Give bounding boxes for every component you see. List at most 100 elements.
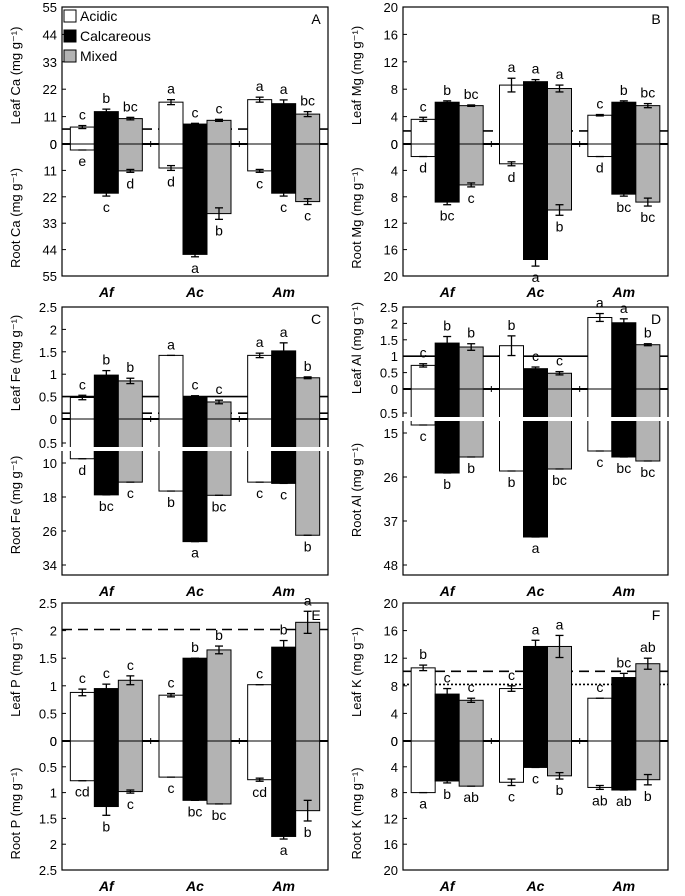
y-axis-label-leaf: Leaf P (mg g⁻¹) [8, 627, 23, 717]
bar-root [206, 143, 232, 215]
significance-letter: c [420, 98, 427, 114]
tick-label: 0 [391, 382, 398, 397]
y-axis-label-root: Root P (mg g⁻¹) [8, 768, 23, 860]
legend-swatch [63, 49, 77, 63]
significance-letter: c [468, 190, 475, 206]
significance-letter: c [192, 104, 199, 120]
bar-leaf [587, 114, 613, 145]
tick-label: 8 [391, 82, 398, 97]
chart-panel-b [402, 6, 669, 277]
significance-letter: bc [212, 498, 227, 514]
significance-letter: bc [188, 803, 203, 819]
significance-letter: b [215, 627, 223, 643]
tick-label: 1 [50, 679, 57, 694]
significance-letter: c [103, 199, 110, 215]
significance-letter: cd [252, 784, 267, 800]
significance-letter: c [192, 377, 199, 393]
tick-label: 8 [391, 190, 398, 205]
significance-letter: c [103, 665, 110, 681]
tick-label: 0 [391, 137, 398, 152]
tick-label: 2.5 [39, 300, 57, 315]
bar-root [206, 740, 232, 805]
category-label: Ac [185, 284, 204, 300]
panel-letter: F [652, 607, 661, 623]
bar-leaf [182, 123, 208, 145]
bar-root [547, 143, 572, 211]
significance-letter: bc [616, 654, 631, 670]
tick-label: 48 [384, 558, 398, 573]
significance-letter: a [167, 81, 175, 97]
category-label: Af [439, 878, 456, 894]
tick-label: 0.5 [39, 390, 57, 405]
tick-label: 55 [43, 269, 57, 284]
tick-label: 11 [44, 110, 58, 125]
y-axis-label-leaf: Leaf K (mg g⁻¹) [349, 627, 364, 717]
significance-letter: b [304, 538, 312, 554]
bar-root [295, 418, 321, 536]
category-label: Ac [185, 878, 204, 894]
significance-letter: a [532, 61, 540, 77]
bar-leaf [410, 667, 436, 742]
significance-letter: b [304, 824, 312, 840]
bar-leaf [523, 81, 548, 145]
bar-leaf [635, 344, 661, 390]
significance-letter: bc [640, 209, 655, 225]
tick-label: 20 [384, 269, 398, 284]
y-axis-label-root: Root Ca (mg g⁻¹) [8, 168, 23, 268]
bar-leaf [547, 372, 572, 390]
tick-label: 2.5 [39, 863, 57, 878]
tick-label: 4 [391, 110, 398, 125]
bar-leaf [182, 396, 208, 420]
chart-panel-c [60, 306, 330, 576]
bar-root [247, 143, 273, 172]
significance-letter: c [596, 454, 603, 470]
tick-label: 0 [391, 137, 398, 152]
bar-root [182, 418, 208, 543]
tick-label: 1 [391, 349, 398, 364]
bar-root [611, 740, 637, 791]
significance-letter: bc [552, 472, 567, 488]
bar-leaf [587, 316, 613, 390]
bar-leaf [206, 649, 232, 742]
tick-label: 16 [384, 837, 398, 852]
plot-frame [402, 306, 669, 576]
significance-letter: a [596, 295, 604, 311]
significance-letter: bc [123, 98, 138, 114]
significance-letter: c [556, 353, 563, 369]
bar-leaf [523, 645, 548, 742]
bar-leaf [499, 688, 524, 742]
tick-label: 34 [43, 558, 57, 573]
bar-leaf [635, 663, 661, 742]
tick-label: 37 [384, 514, 398, 529]
tick-label: 18 [43, 490, 57, 505]
tick-label: 0 [50, 412, 57, 427]
bar-root [158, 143, 184, 169]
y-axis-label-root: Root Al (mg g⁻¹) [349, 443, 364, 537]
significance-letter: a [280, 842, 288, 858]
significance-letter: b [443, 786, 451, 802]
significance-letter: c [420, 428, 427, 444]
tick-label: 26 [384, 470, 398, 485]
tick-label: 1.5 [39, 345, 57, 360]
bar-leaf [69, 396, 95, 420]
tick-label: 12 [384, 216, 398, 231]
bar-leaf [295, 621, 321, 742]
significance-letter: c [79, 670, 86, 686]
bar-leaf [458, 699, 484, 742]
significance-letter: bc [300, 93, 315, 109]
category-label: Am [612, 284, 636, 300]
chart-panel-d [401, 306, 670, 576]
bar-leaf [547, 88, 572, 145]
bar-root [587, 740, 613, 788]
bar-leaf [434, 693, 460, 742]
significance-letter: bc [464, 86, 479, 102]
bar-root [93, 740, 119, 808]
bar-leaf [611, 101, 637, 145]
tick-label: 0.5 [39, 760, 57, 775]
legend: Acidic Calcareous Mixed [63, 8, 151, 64]
significance-letter: c [127, 485, 134, 501]
bar-root [93, 418, 119, 496]
significance-letter: b [508, 317, 516, 333]
bar-root [547, 740, 572, 777]
tick-label: 10 [43, 456, 57, 471]
